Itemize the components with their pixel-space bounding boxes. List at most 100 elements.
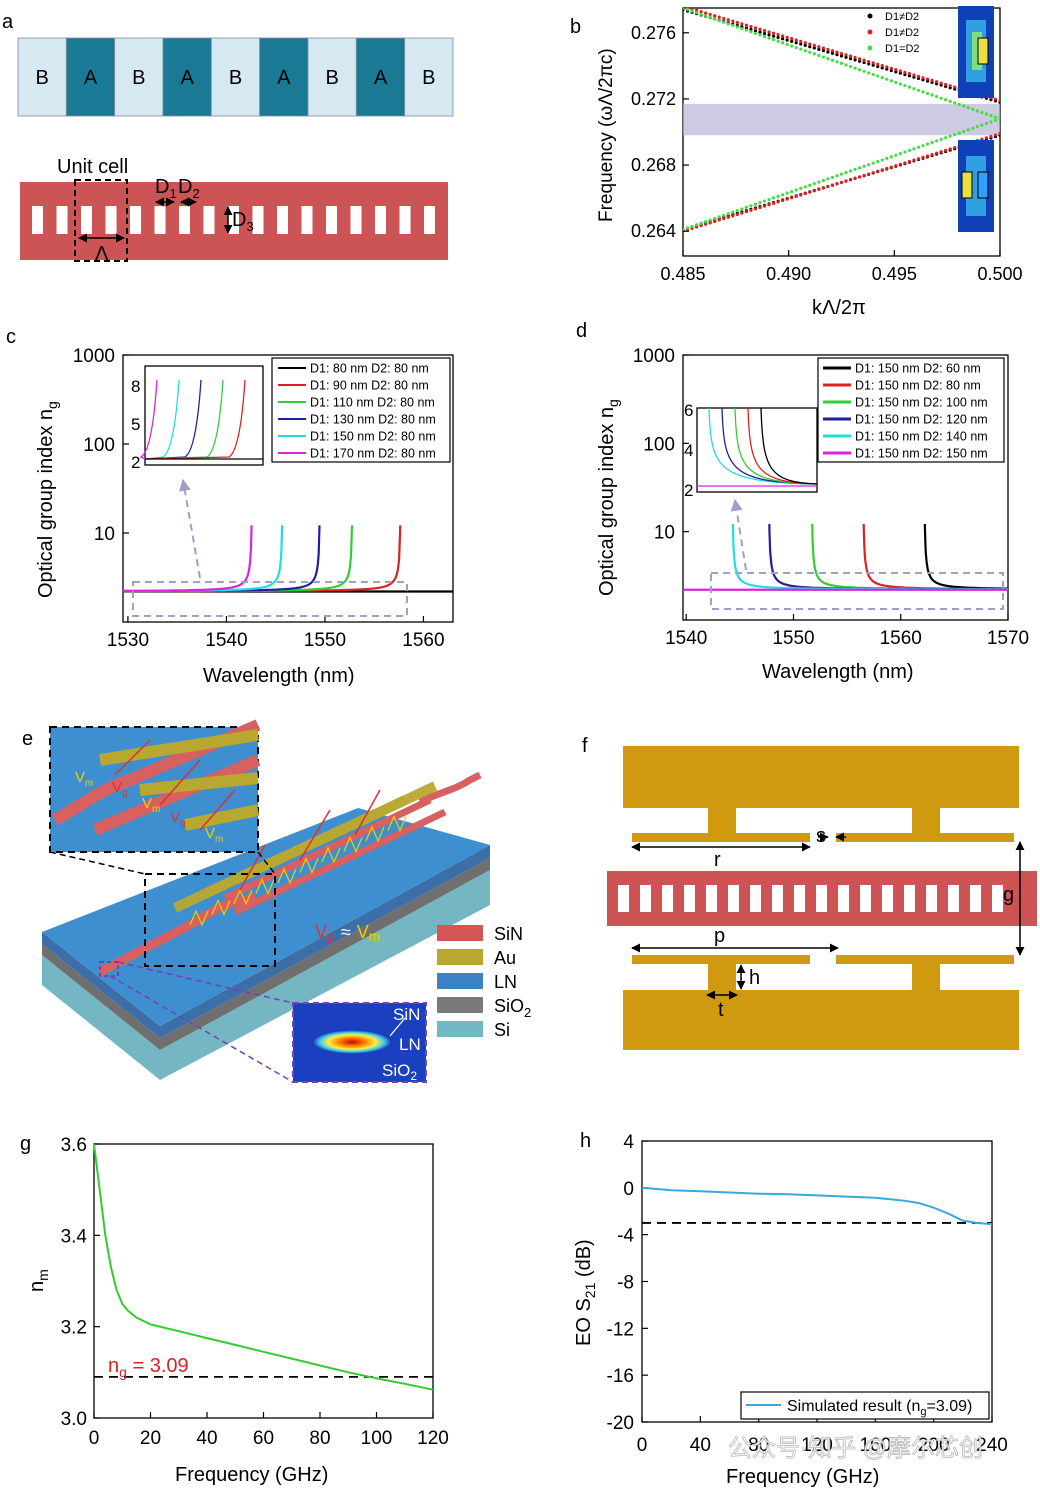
panel-b-label: b [570, 16, 581, 38]
b-point [704, 220, 708, 224]
e-legend-text: SiN [494, 924, 523, 944]
a-segment-B [17, 37, 67, 117]
b-point [749, 24, 753, 29]
b-point [803, 43, 807, 47]
panel-f-label: f [582, 735, 588, 757]
b-point [817, 187, 821, 191]
lambda-label: Λ [95, 243, 109, 265]
b-xtick-label: 0.485 [660, 264, 705, 284]
a-segment-label: B [325, 67, 338, 89]
g-annotation: ng = 3.09 [108, 1355, 189, 1380]
b-point [771, 201, 776, 205]
b-point [821, 178, 825, 183]
panel-e: e Vm Vg Vm Vg [22, 719, 531, 1083]
b-point [971, 107, 975, 111]
e-inset-vm-1: Vm [75, 769, 93, 789]
b-point [726, 22, 730, 26]
b-point [767, 33, 771, 37]
b-point [744, 210, 749, 214]
d-curve-3 [768, 523, 1008, 591]
e-electrode-pad [277, 867, 297, 885]
panel-c: c 1530 1540 1550 1560 1000 100 10 8 5 2 D1: 80… [6, 326, 454, 687]
a-segment-label: B [35, 67, 48, 89]
b-point [903, 150, 907, 154]
b-point [993, 133, 998, 137]
b-point [957, 102, 961, 107]
d-xtick-label: 1540 [665, 628, 707, 649]
b-point [817, 180, 821, 184]
b-point [935, 151, 939, 155]
b-point [858, 59, 862, 63]
a-segment-label: A [374, 67, 388, 89]
g-xtick-label: 40 [196, 1428, 217, 1449]
a-segment-B [210, 37, 261, 117]
c-xlabel: Wavelength (nm) [203, 665, 355, 687]
f-r-label: r [714, 849, 721, 871]
b-point [799, 193, 803, 197]
b-point [717, 19, 721, 23]
f-waveguide-holes [618, 885, 1003, 912]
g-ytick-label: 3.2 [61, 1318, 87, 1339]
b-point [799, 39, 803, 43]
b-point [771, 31, 776, 35]
c-zoom-box [132, 581, 408, 617]
b-point [898, 151, 902, 156]
b-point [853, 176, 857, 180]
b-point [935, 139, 939, 143]
f-stub-top-2 [912, 808, 940, 833]
a-waveguide-holes [32, 206, 435, 234]
d-axis-ticks: 1540 1550 1560 1570 1000 100 10 [633, 346, 1029, 649]
e-legend-swatch [437, 1021, 483, 1037]
b-point [749, 30, 753, 34]
h-ytick-label: -4 [617, 1226, 634, 1247]
c-inset-ytick-8: 8 [131, 377, 140, 396]
b-xtick-label: 0.495 [872, 264, 917, 284]
a-hole [56, 206, 68, 234]
b-point [758, 30, 762, 34]
c-inset-ytick-2: 2 [131, 453, 140, 472]
g-xtick-label: 20 [140, 1428, 161, 1449]
b-point [726, 215, 730, 219]
b-point [708, 15, 712, 20]
b-point [848, 54, 853, 58]
b-point [808, 50, 812, 54]
unit-cell-box [74, 179, 128, 262]
b-point [862, 58, 866, 62]
b-point [948, 134, 952, 138]
e-legend-swatch [437, 949, 483, 965]
c-inset-frame [144, 365, 264, 466]
b-point [907, 85, 912, 89]
b-point [722, 217, 726, 221]
e-electrode-pad [189, 909, 209, 927]
d1-label: D1 [155, 176, 177, 201]
b-point [731, 214, 735, 218]
f-h-label: h [749, 967, 760, 989]
b-point [984, 112, 989, 116]
d-inset-curve [760, 407, 818, 485]
b-point [758, 201, 762, 205]
f-hole [662, 885, 673, 912]
b-point [694, 223, 699, 227]
b-point [889, 68, 893, 73]
a-hole [228, 206, 239, 234]
e-inset-vm-2: Vm [142, 795, 160, 815]
b-point [794, 45, 798, 50]
b-point [808, 45, 812, 49]
b-point [925, 77, 930, 81]
b-point [835, 60, 839, 64]
g-nm-curve [93, 1143, 434, 1391]
b-point [694, 8, 699, 12]
b-point [713, 17, 717, 21]
f-hole [948, 885, 959, 912]
panel-h-label: h [580, 1130, 591, 1152]
a-segment-label: B [422, 67, 435, 89]
b-point [713, 219, 717, 224]
b-point [903, 161, 907, 165]
b-point [858, 175, 862, 179]
b-point [785, 42, 789, 46]
b-point [839, 54, 844, 58]
a-segment-A [162, 37, 212, 117]
b-point [803, 41, 807, 45]
c-legend-text: D1: 80 nm D2: 80 nm [310, 362, 429, 376]
